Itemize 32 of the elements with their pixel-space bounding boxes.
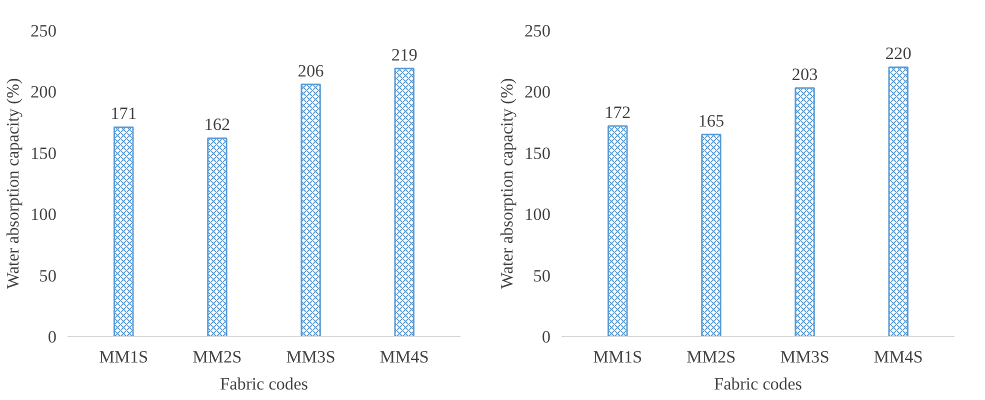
y-tick-label: 50	[533, 266, 550, 286]
data-label: 172	[604, 102, 631, 122]
data-label: 162	[204, 115, 230, 134]
y-tick-label: 100	[30, 205, 57, 224]
y-tick-label: 250	[30, 22, 57, 40]
data-label: 220	[885, 44, 912, 64]
x-tick-label: MM2S	[686, 348, 736, 366]
x-tick-label: MM4S	[874, 348, 923, 366]
y-tick-label: 200	[30, 82, 57, 102]
x-tick-label: MM3S	[286, 348, 336, 366]
x-tick-label: MM4S	[380, 348, 429, 366]
data-label: 206	[298, 61, 324, 80]
y-tick-label: 0	[48, 328, 57, 346]
x-axis-title: Fabric codes	[220, 374, 308, 394]
x-tick-label: MM3S	[780, 348, 830, 366]
y-axis-title: Water absorption capacity (%)	[498, 78, 517, 289]
y-tick-label: 200	[524, 82, 551, 102]
x-tick-label: MM2S	[192, 348, 242, 366]
y-tick-label: 150	[30, 144, 57, 163]
y-tick-label: 100	[524, 205, 551, 224]
x-tick-label: MM1S	[593, 348, 642, 366]
x-axis-title: Fabric codes	[714, 374, 802, 394]
y-axis-title: Water absorption capacity (%)	[4, 78, 23, 289]
data-label: 219	[391, 45, 418, 64]
y-tick-label: 250	[524, 22, 551, 40]
data-label: 165	[698, 112, 724, 131]
y-tick-label: 50	[39, 266, 56, 286]
x-tick-label: MM1S	[99, 348, 148, 366]
y-tick-label: 0	[542, 328, 551, 346]
data-label: 203	[792, 65, 818, 84]
data-label: 171	[110, 104, 137, 124]
y-tick-label: 150	[524, 144, 551, 163]
